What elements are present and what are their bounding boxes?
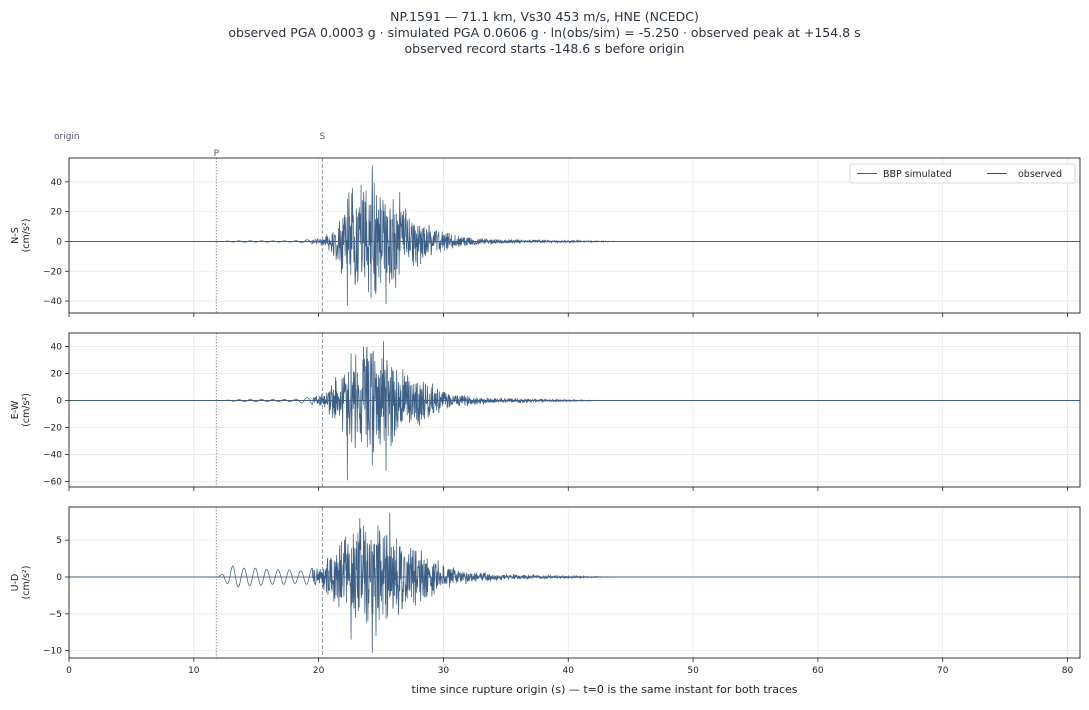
- panel-n-s-ytick-label: 40: [51, 178, 63, 188]
- panel-e-w-frame: [68, 332, 1081, 488]
- panel-n-s-ytick-label: −40: [43, 297, 62, 307]
- xtick-label: 80: [1062, 666, 1074, 676]
- marker-label-p: P: [214, 149, 220, 159]
- panel-n-s-frame: [68, 157, 1081, 314]
- panel-n-s-ytick-label: 0: [56, 237, 62, 247]
- xtick-label: 10: [188, 666, 200, 676]
- legend-box: [849, 163, 1076, 184]
- chart-title-line-3: observed record starts -148.6 s before o…: [404, 41, 685, 56]
- panel-u-d-ytick-label: −10: [43, 647, 62, 657]
- panel-u-d-frame: [68, 506, 1081, 659]
- marker-label-origin: origin: [54, 132, 80, 142]
- panel-n-s-ylabel-unit: (cm/s²): [21, 219, 32, 253]
- panel-u-d-ytick-label: −5: [49, 610, 62, 620]
- panel-e-w-ytick-label: 20: [51, 370, 63, 380]
- panel-u-d-ylabel-unit: (cm/s²): [21, 566, 32, 600]
- panel-e-w-ytick-label: 40: [51, 343, 63, 353]
- panel-u-d-ytick-label: 0: [56, 573, 62, 583]
- xtick-label: 0: [66, 666, 72, 676]
- xtick-label: 40: [563, 666, 575, 676]
- panel-n-s-simulated-trace: [69, 165, 1080, 306]
- panel-e-w-ytick-label: −20: [43, 424, 62, 434]
- panel-u-d-ytick-label: 5: [56, 536, 62, 546]
- chart-title-line-1: NP.1591 — 71.1 km, Vs30 453 m/s, HNE (NC…: [390, 9, 699, 24]
- xtick-label: 50: [687, 666, 699, 676]
- chart-title-line-2: observed PGA 0.0003 g · simulated PGA 0.…: [228, 25, 861, 40]
- xtick-label: 70: [937, 666, 949, 676]
- panel-e-w-ylabel-unit: (cm/s²): [21, 393, 32, 427]
- xtick-label: 20: [313, 666, 325, 676]
- panel-e-w-simulated-trace: [69, 341, 1080, 481]
- panel-e-w-ytick-label: 0: [56, 397, 62, 407]
- panel-u-d-ylabel-name: U-D: [10, 574, 21, 592]
- marker-label-s: S: [320, 132, 326, 142]
- panel-e-w-ylabel-name: E-W: [10, 400, 21, 419]
- panel-u-d-simulated-trace: [69, 512, 1080, 653]
- panel-e-w-ytick-label: −40: [43, 451, 62, 461]
- x-axis-label: time since rupture origin (s) — t=0 is t…: [412, 683, 798, 696]
- xtick-label: 30: [438, 666, 450, 676]
- panel-n-s-ytick-label: −20: [43, 267, 62, 277]
- xtick-label: 60: [812, 666, 824, 676]
- panel-e-w-ytick-label: −60: [43, 478, 62, 488]
- panel-n-s-ytick-label: 20: [51, 208, 63, 218]
- legend-label-observed: observed: [1018, 169, 1062, 180]
- panel-n-s-ylabel-name: N-S: [10, 227, 21, 244]
- legend-label-simulated: BBP simulated: [883, 169, 952, 180]
